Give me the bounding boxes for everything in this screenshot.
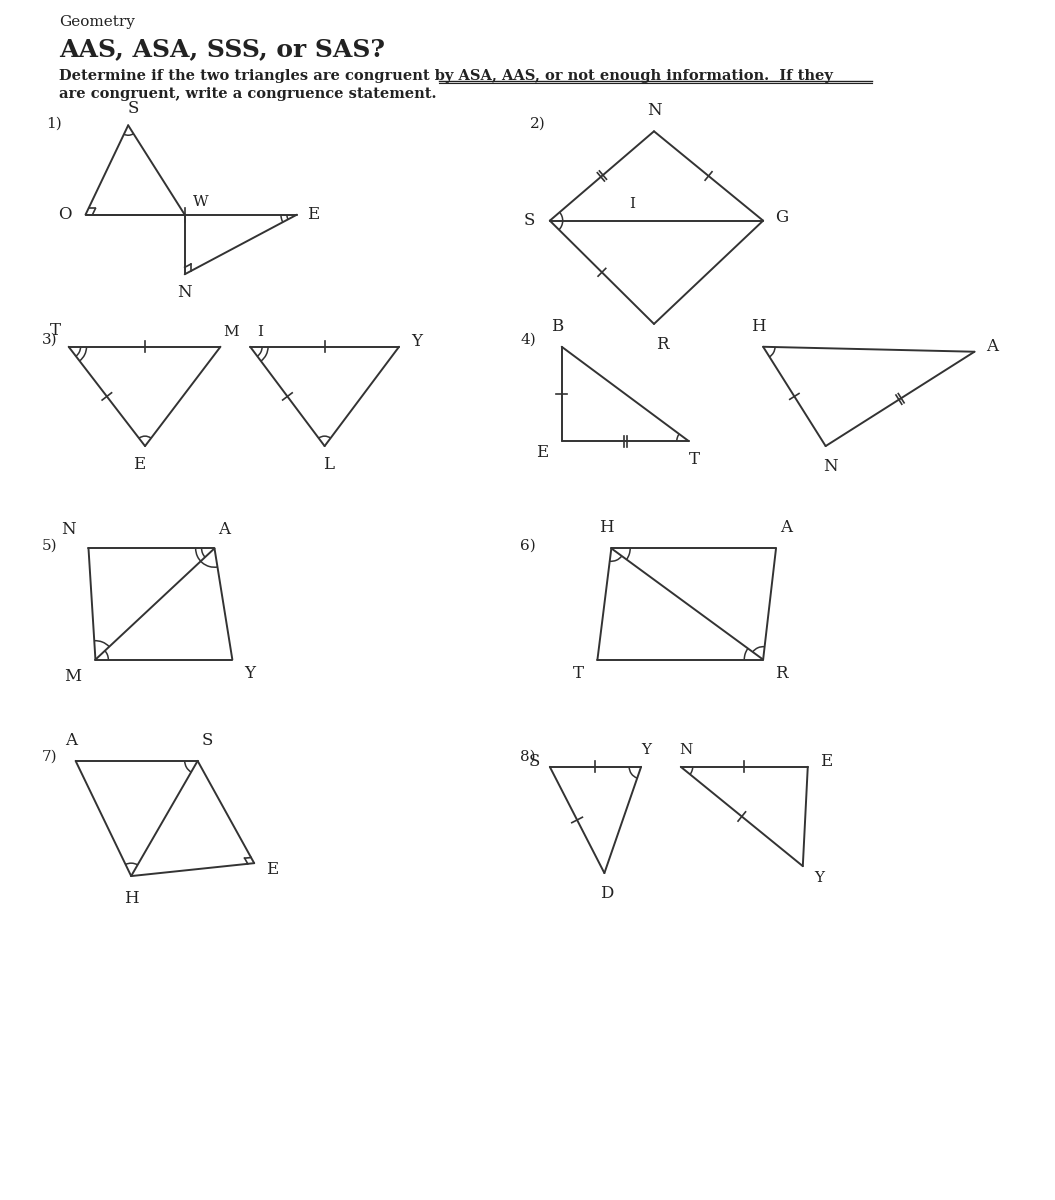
Text: T: T: [573, 665, 583, 682]
Text: D: D: [599, 886, 613, 902]
Text: R: R: [775, 665, 787, 682]
Text: G: G: [775, 209, 788, 226]
Text: N: N: [679, 743, 692, 757]
Text: A: A: [780, 520, 792, 536]
Text: N: N: [177, 284, 192, 301]
Text: N: N: [647, 102, 661, 119]
Text: S: S: [202, 732, 213, 749]
Text: L: L: [323, 456, 334, 473]
Text: A: A: [218, 522, 230, 539]
Text: B: B: [551, 318, 563, 335]
Text: E: E: [820, 754, 832, 770]
Text: T: T: [50, 322, 61, 338]
Text: O: O: [58, 206, 72, 223]
Text: Determine if the two triangles are congruent by ASA, AAS, or not enough informat: Determine if the two triangles are congr…: [59, 68, 832, 83]
Text: Geometry: Geometry: [59, 16, 135, 29]
Text: Y: Y: [641, 743, 651, 757]
Text: Y: Y: [411, 334, 422, 350]
Text: are congruent, write a congruence statement.: are congruent, write a congruence statem…: [59, 86, 436, 101]
Text: 2): 2): [530, 116, 545, 131]
Text: T: T: [689, 451, 701, 468]
Text: W: W: [193, 194, 208, 209]
Text: I: I: [257, 325, 263, 338]
Text: S: S: [529, 754, 540, 770]
Text: N: N: [61, 522, 76, 539]
Text: AAS, ASA, SSS, or SAS?: AAS, ASA, SSS, or SAS?: [59, 37, 385, 61]
Text: 7): 7): [42, 750, 57, 764]
Text: 1): 1): [45, 116, 61, 131]
Text: 8): 8): [520, 750, 536, 764]
Text: H: H: [599, 520, 614, 536]
Text: 4): 4): [520, 332, 536, 347]
Text: Y: Y: [245, 665, 255, 682]
Text: E: E: [536, 444, 548, 461]
Text: A: A: [64, 732, 77, 749]
Text: 6): 6): [520, 539, 536, 552]
Text: H: H: [123, 890, 138, 907]
Text: 3): 3): [42, 332, 57, 347]
Text: N: N: [823, 458, 838, 475]
Text: R: R: [655, 336, 668, 353]
Text: M: M: [224, 325, 239, 338]
Text: S: S: [523, 212, 535, 229]
Text: A: A: [986, 338, 998, 355]
Text: E: E: [307, 206, 319, 223]
Text: Y: Y: [814, 871, 825, 886]
Text: 5): 5): [42, 539, 57, 552]
Text: S: S: [128, 101, 139, 118]
Text: I: I: [629, 197, 635, 211]
Text: E: E: [266, 862, 279, 878]
Text: M: M: [64, 667, 81, 684]
Text: E: E: [133, 456, 146, 473]
Text: H: H: [751, 318, 766, 335]
